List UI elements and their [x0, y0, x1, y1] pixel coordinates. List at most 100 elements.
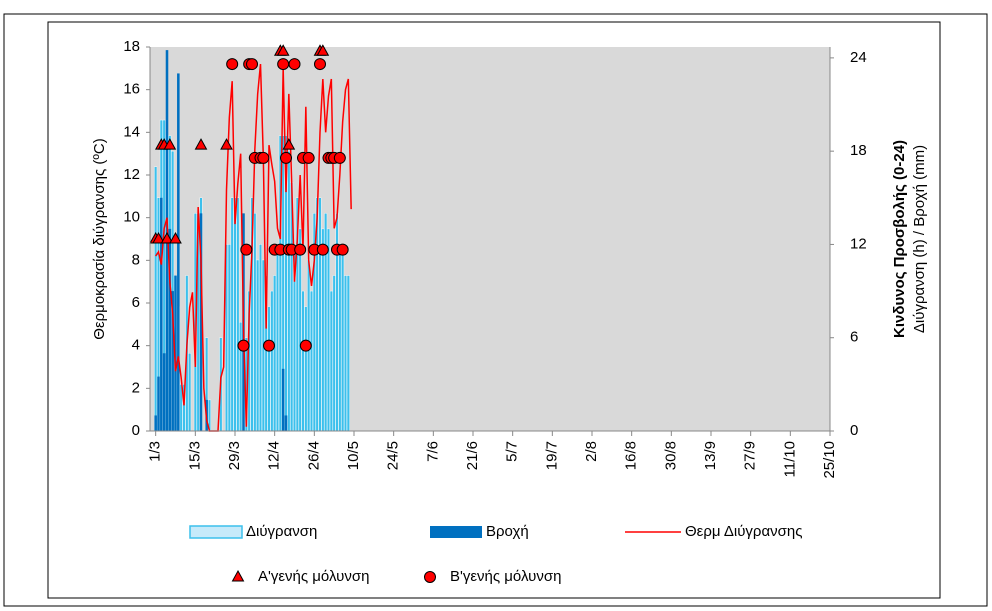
bar	[329, 290, 333, 432]
bar	[267, 306, 271, 432]
y-tick-label: 10	[123, 209, 140, 226]
circle-marker	[257, 151, 270, 164]
circle-marker	[314, 58, 326, 71]
bar	[327, 228, 330, 432]
y-tick-label: 6	[132, 294, 140, 311]
bar	[298, 228, 302, 432]
bar	[154, 415, 157, 431]
bar	[227, 244, 231, 432]
x-tick-label: 5/7	[504, 441, 521, 462]
circle-marker	[316, 243, 329, 256]
x-tick-label: 15/3	[186, 441, 203, 470]
x-tick-label: 26/4	[305, 441, 322, 470]
circle-marker	[302, 151, 315, 164]
bar	[157, 376, 160, 431]
circle-marker	[246, 58, 258, 71]
y-tick-label: 8	[132, 251, 140, 268]
circle-marker	[280, 151, 292, 164]
triangle-marker	[169, 231, 182, 244]
circle-marker	[240, 243, 253, 256]
y2-axis-subtitle: Διύγρανση (h) / Βροχή (mm)	[911, 145, 928, 333]
circle-marker	[294, 243, 307, 256]
legend-marker	[424, 571, 436, 583]
x-tick-label: 30/8	[662, 441, 679, 470]
triangle-marker	[220, 138, 233, 150]
triangle-marker	[276, 44, 290, 56]
bar	[332, 275, 336, 432]
x-tick-label: 16/8	[623, 441, 640, 470]
bar	[346, 275, 350, 432]
bar	[239, 321, 243, 432]
bar	[259, 244, 262, 432]
x-tick-label: 21/6	[464, 441, 481, 470]
legend-label: Α'γενής μόλυνση	[258, 568, 369, 585]
bar	[174, 275, 177, 431]
bar	[168, 228, 172, 431]
x-tick-label: 10/5	[345, 441, 362, 470]
y2-tick-label: 24	[850, 49, 867, 66]
bar	[344, 275, 347, 432]
x-tick-label: 2/8	[583, 441, 600, 462]
bar	[162, 353, 166, 431]
bar	[284, 415, 288, 431]
y-tick-label: 14	[123, 123, 140, 140]
y2-axis-title: Κινδυνος Προσβολής (0-24)	[891, 140, 908, 338]
legend-swatch	[189, 525, 243, 539]
bar	[273, 275, 277, 432]
bar	[304, 306, 308, 432]
triangle-marker	[160, 231, 174, 244]
bar	[160, 197, 163, 431]
bar	[230, 197, 234, 432]
bar	[171, 291, 174, 431]
outer-frame	[3, 13, 988, 607]
bar	[281, 368, 285, 431]
legend-swatch	[430, 526, 482, 538]
triangle-marker	[316, 44, 330, 56]
bar	[188, 353, 192, 432]
series-line	[155, 63, 352, 432]
circle-marker	[288, 58, 301, 71]
circle-marker	[226, 58, 239, 71]
bar	[338, 244, 342, 432]
legend-marker	[231, 569, 245, 582]
triangle-marker	[152, 231, 165, 244]
bar	[270, 290, 274, 432]
y-tick-label: 4	[132, 337, 140, 354]
x-tick-label: 12/4	[266, 441, 283, 470]
bar	[256, 259, 260, 432]
y-axis-title: Θερμοκρασία διύγρανσης (ºC)	[91, 138, 108, 339]
y-tick-label: 18	[123, 38, 140, 55]
y2-tick-label: 6	[850, 329, 858, 346]
x-tick-label: 1/3	[147, 441, 164, 462]
legend-label: Β'γενής μόλυνση	[450, 568, 561, 585]
y-tick-label: 0	[132, 422, 140, 439]
triangle-marker	[163, 138, 177, 150]
bar	[177, 73, 180, 432]
circle-marker	[263, 339, 275, 352]
circle-marker	[277, 58, 290, 71]
legend-label: Βροχή	[486, 523, 529, 540]
bar	[233, 197, 237, 432]
x-tick-label: 25/10	[821, 441, 838, 479]
x-tick-label: 24/5	[385, 441, 402, 470]
bar	[276, 244, 279, 432]
x-tick-label: 27/9	[742, 441, 759, 470]
bar	[154, 166, 158, 432]
circle-marker	[237, 339, 250, 352]
triangle-marker	[194, 138, 208, 150]
legend-label: Διύγρανση	[246, 523, 317, 540]
line	[155, 63, 352, 432]
legend-label: Θερμ Διύγρανσης	[685, 523, 802, 540]
circle-marker	[336, 243, 349, 256]
y2-tick-label: 18	[850, 142, 867, 159]
circle-marker	[333, 151, 346, 164]
bar	[236, 197, 240, 432]
x-tick-label: 13/9	[702, 441, 719, 470]
x-tick-label: 29/3	[226, 441, 243, 470]
bar	[310, 290, 313, 432]
y2-tick-label: 12	[850, 235, 867, 252]
y-tick-label: 12	[123, 166, 140, 183]
x-tick-label: 7/6	[424, 441, 441, 462]
x-tick-label: 11/10	[781, 441, 798, 477]
bar	[199, 213, 203, 431]
